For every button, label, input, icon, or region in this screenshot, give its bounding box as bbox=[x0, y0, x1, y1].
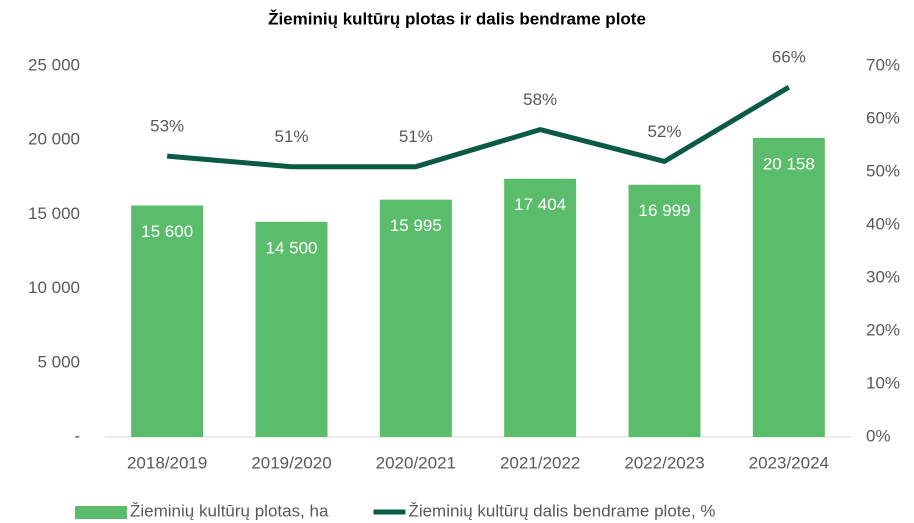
bar-value-label: 15 995 bbox=[390, 216, 442, 235]
line bbox=[166, 85, 791, 170]
bar bbox=[379, 199, 452, 437]
y2-tick-label: 0% bbox=[866, 426, 891, 445]
y-tick-label: - bbox=[74, 426, 80, 445]
y2-tick-label: 70% bbox=[866, 55, 900, 74]
y2-tick-label: 40% bbox=[866, 214, 900, 233]
x-tick-label: 2021/2022 bbox=[500, 453, 580, 472]
x-tick-label: 2018/2019 bbox=[127, 453, 207, 472]
bar-value-label: 15 600 bbox=[141, 222, 193, 241]
bar bbox=[255, 221, 328, 437]
bar-value-label: 17 404 bbox=[514, 195, 566, 214]
chart-title: Žieminių kultūrų plotas ir dalis bendram… bbox=[268, 9, 646, 28]
bar bbox=[131, 205, 204, 437]
legend-label: Žieminių kultūrų plotas, ha bbox=[130, 501, 329, 520]
x-tick-label: 2020/2021 bbox=[376, 453, 456, 472]
y-tick-label: 10 000 bbox=[28, 278, 80, 297]
bar-value-label: 16 999 bbox=[639, 201, 691, 220]
legend-label: Žieminių kultūrų dalis bendrame plote, % bbox=[408, 501, 715, 520]
line-value-label: 58% bbox=[523, 90, 557, 109]
y2-tick-label: 20% bbox=[866, 320, 900, 339]
bar bbox=[504, 178, 577, 437]
y2-tick-label: 60% bbox=[866, 108, 900, 127]
y2-tick-label: 50% bbox=[866, 161, 900, 180]
bar-value-label: 14 500 bbox=[266, 238, 318, 257]
x-tick-label: 2022/2023 bbox=[624, 453, 704, 472]
line-value-label: 52% bbox=[647, 122, 681, 141]
bar bbox=[752, 137, 825, 437]
line-value-label: 51% bbox=[399, 127, 433, 146]
line-value-label: 66% bbox=[772, 48, 806, 67]
y-tick-label: 15 000 bbox=[28, 204, 80, 223]
bar-value-label: 20 158 bbox=[763, 154, 815, 173]
x-tick-label: 2023/2024 bbox=[749, 453, 829, 472]
legend-swatch bbox=[75, 506, 127, 519]
y2-tick-label: 30% bbox=[866, 267, 900, 286]
x-tick-label: 2019/2020 bbox=[251, 453, 331, 472]
line-value-label: 53% bbox=[150, 117, 184, 136]
bar bbox=[628, 184, 701, 437]
y-tick-label: 5 000 bbox=[37, 352, 80, 371]
y-tick-label: 20 000 bbox=[28, 130, 80, 149]
y2-tick-label: 10% bbox=[866, 373, 900, 392]
line-value-label: 51% bbox=[274, 127, 308, 146]
y-tick-label: 25 000 bbox=[28, 55, 80, 74]
